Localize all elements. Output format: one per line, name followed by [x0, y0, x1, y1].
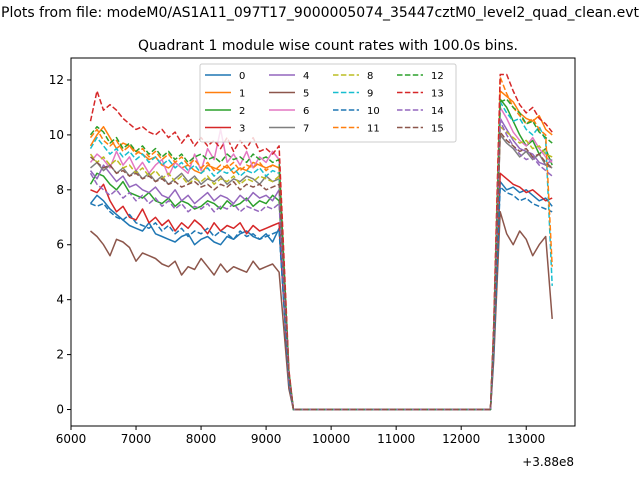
axes-border	[70, 57, 576, 427]
y-tick-label: 2	[56, 348, 64, 362]
chart-title: Quadrant 1 module wise count rates with …	[138, 38, 518, 54]
legend-label-7: 7	[303, 124, 309, 135]
y-tick-label: 8	[56, 183, 64, 197]
x-tick-label: 6000	[56, 432, 87, 446]
legend-label-3: 3	[239, 124, 245, 135]
legend-frame	[199, 63, 457, 143]
series-line-0	[89, 180, 553, 411]
legend-label-11: 11	[367, 124, 380, 135]
x-offset-label: +3.88e8	[522, 455, 574, 469]
legend-label-10: 10	[367, 106, 380, 117]
legend-label-4: 4	[303, 71, 309, 82]
series-line-10	[90, 186, 553, 411]
series-line-13	[89, 73, 553, 411]
x-tick-label: 13000	[507, 432, 545, 446]
legend-label-2: 2	[239, 106, 245, 117]
y-tick-label: 4	[56, 293, 64, 307]
series-line-5	[90, 211, 553, 411]
legend-label-0: 0	[239, 71, 245, 82]
x-tick-label: 11000	[377, 432, 415, 446]
legend-label-1: 1	[239, 89, 245, 100]
legend-label-9: 9	[367, 89, 373, 100]
legend-label-8: 8	[367, 71, 373, 82]
series-line-15	[90, 131, 553, 411]
legend-label-14: 14	[431, 106, 444, 117]
figure-title: Plots from file: modeM0/AS1A11_097T17_90…	[1, 5, 639, 21]
y-tick-label: 6	[56, 238, 64, 252]
y-tick-label: 0	[56, 403, 64, 417]
series-line-4	[89, 117, 553, 411]
y-tick-label: 10	[49, 128, 64, 142]
series-line-9	[89, 101, 553, 411]
legend-label-12: 12	[431, 71, 444, 82]
series-line-7	[90, 134, 553, 411]
series-line-11	[89, 76, 553, 411]
axis-ticks: 6000 7000 8000 9000 10000 11000 12000 13000 0 2 4 6…	[49, 73, 546, 446]
legend-label-6: 6	[303, 106, 309, 117]
x-tick-label: 7000	[121, 432, 152, 446]
series-line-14	[89, 120, 553, 411]
series-line-2	[89, 98, 553, 411]
x-tick-label: 12000	[442, 432, 480, 446]
y-tick-label: 12	[49, 73, 64, 87]
legend-label-15: 15	[431, 124, 444, 135]
x-tick-label: 9000	[251, 432, 282, 446]
x-tick-label: 8000	[186, 432, 217, 446]
series-line-12	[89, 98, 553, 411]
plot-area	[89, 73, 553, 411]
legend-label-5: 5	[303, 89, 309, 100]
legend-label-13: 13	[431, 89, 444, 100]
series-line-3	[90, 172, 553, 411]
x-tick-label: 10000	[312, 432, 350, 446]
